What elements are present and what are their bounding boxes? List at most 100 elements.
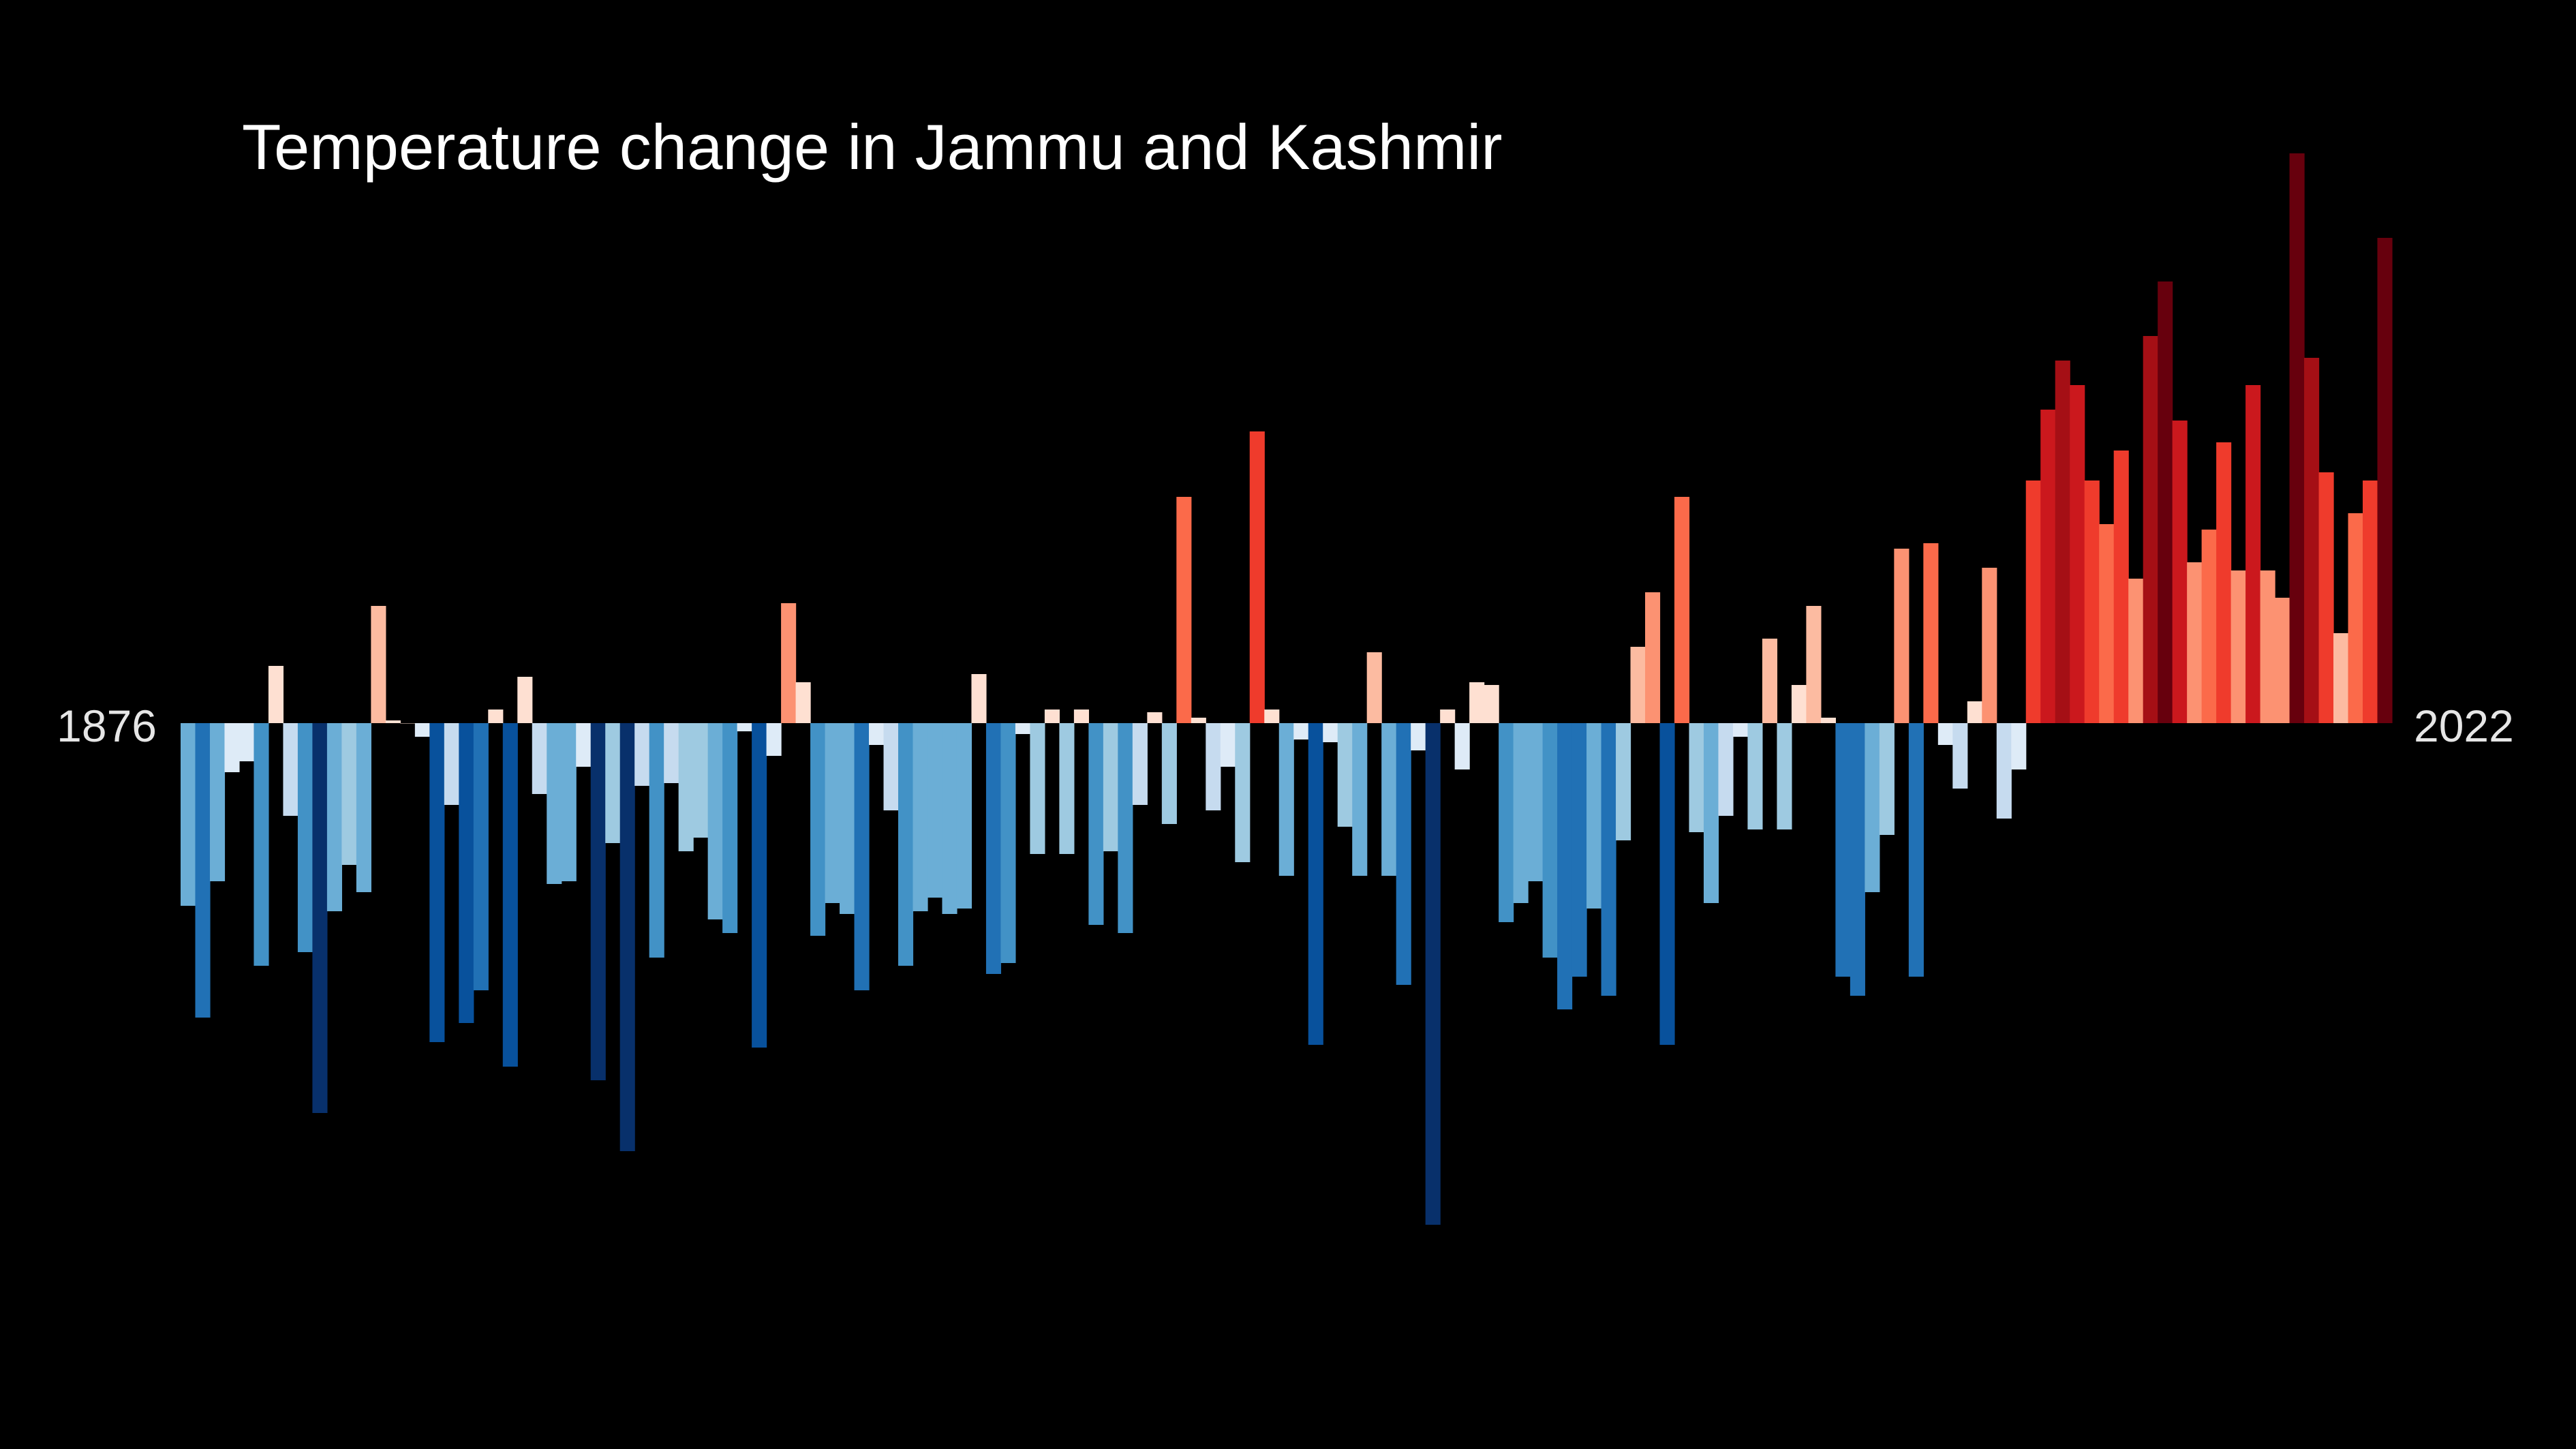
bar-1906 <box>619 723 635 1151</box>
bar-1971 <box>1571 723 1587 977</box>
bar-1980 <box>1703 723 1719 903</box>
bar-1992 <box>1879 723 1895 835</box>
bar-1940 <box>1118 723 1133 933</box>
bar-1928 <box>942 723 957 914</box>
bar-2014 <box>2201 530 2217 723</box>
bar-1972 <box>1586 723 1602 909</box>
bar-1917 <box>781 603 797 723</box>
bar-1889 <box>371 606 386 723</box>
bar-2011 <box>2158 281 2173 723</box>
bar-1990 <box>1850 723 1865 996</box>
bar-1955 <box>1337 723 1353 827</box>
bar-1891 <box>400 723 416 724</box>
bar-1937 <box>1073 710 1089 723</box>
bar-1976 <box>1645 592 1661 723</box>
bar-1922 <box>854 723 870 990</box>
bar-1899 <box>517 677 533 723</box>
bar-1941 <box>1132 723 1148 805</box>
bar-1892 <box>414 723 430 737</box>
bar-1887 <box>341 723 357 865</box>
bar-2016 <box>2230 570 2246 723</box>
bar-1949 <box>1249 431 1265 723</box>
bar-2026 <box>2377 238 2393 723</box>
bar-1968 <box>1528 723 1544 881</box>
bar-1970 <box>1557 723 1573 1009</box>
bar-1924 <box>883 723 899 810</box>
bar-1993 <box>1894 549 1910 723</box>
bar-1910 <box>678 723 694 851</box>
bar-1998 <box>1967 701 1982 723</box>
bar-1987 <box>1806 606 1822 723</box>
bar-2009 <box>2128 579 2144 723</box>
bar-1896 <box>473 723 489 990</box>
bar-1973 <box>1601 723 1616 996</box>
bar-1912 <box>707 723 723 919</box>
bar-1944 <box>1176 497 1192 723</box>
bar-2020 <box>2289 153 2305 723</box>
bar-1964 <box>1469 682 1485 723</box>
bar-1939 <box>1103 723 1118 851</box>
bar-1916 <box>766 723 782 756</box>
bar-1883 <box>283 723 298 816</box>
bar-1876 <box>181 723 196 906</box>
bar-1994 <box>1908 723 1924 977</box>
bar-1997 <box>1952 723 1968 789</box>
bar-1897 <box>488 710 504 723</box>
bar-2002 <box>2025 481 2041 723</box>
bar-1962 <box>1440 710 1456 723</box>
bar-1919 <box>810 723 826 936</box>
chart-title: Temperature change in Jammu and Kashmir <box>242 111 1503 183</box>
bar-2000 <box>1996 723 2012 819</box>
bar-1894 <box>444 723 459 805</box>
bar-2005 <box>2070 385 2085 723</box>
bar-1904 <box>590 723 606 1080</box>
bar-1948 <box>1235 723 1251 862</box>
bar-1913 <box>722 723 738 933</box>
bar-1963 <box>1454 723 1470 769</box>
bar-1969 <box>1542 723 1558 958</box>
bar-1965 <box>1484 685 1499 723</box>
bar-1929 <box>956 723 972 909</box>
bar-1974 <box>1616 723 1631 840</box>
bar-1959 <box>1396 723 1411 985</box>
bar-2019 <box>2275 598 2290 723</box>
bar-1905 <box>605 723 621 843</box>
bar-1898 <box>502 723 518 1067</box>
bar-1880 <box>239 723 255 761</box>
bar-2018 <box>2260 570 2275 723</box>
bar-1882 <box>268 666 284 723</box>
bar-2025 <box>2363 481 2378 723</box>
bar-1934 <box>1030 723 1045 854</box>
bar-2010 <box>2143 336 2158 723</box>
bar-1950 <box>1264 710 1280 723</box>
bar-1895 <box>459 723 474 1023</box>
bar-1936 <box>1059 723 1075 854</box>
bar-1933 <box>1015 723 1031 734</box>
bar-2001 <box>2011 723 2027 769</box>
bar-1930 <box>971 674 987 723</box>
bar-1914 <box>737 723 752 731</box>
bar-1988 <box>1820 718 1836 723</box>
bar-1951 <box>1278 723 1294 876</box>
bar-1879 <box>224 723 240 772</box>
bar-1977 <box>1659 723 1675 1045</box>
bar-2023 <box>2333 633 2349 723</box>
bar-1967 <box>1513 723 1529 903</box>
bar-1952 <box>1293 723 1309 739</box>
bar-1978 <box>1674 497 1690 723</box>
bar-1915 <box>752 723 767 1048</box>
bar-1986 <box>1791 685 1807 723</box>
bar-1935 <box>1044 710 1060 723</box>
bar-1996 <box>1937 723 1953 745</box>
bar-1921 <box>840 723 855 914</box>
bar-1884 <box>297 723 313 952</box>
bar-series <box>181 153 2393 1225</box>
bar-1984 <box>1762 639 1778 723</box>
bar-1918 <box>795 682 811 723</box>
bar-1982 <box>1732 723 1749 737</box>
bar-1909 <box>664 723 679 783</box>
bar-1938 <box>1088 723 1104 925</box>
bar-1908 <box>649 723 664 958</box>
bar-1991 <box>1865 723 1880 892</box>
bar-1989 <box>1835 723 1851 977</box>
